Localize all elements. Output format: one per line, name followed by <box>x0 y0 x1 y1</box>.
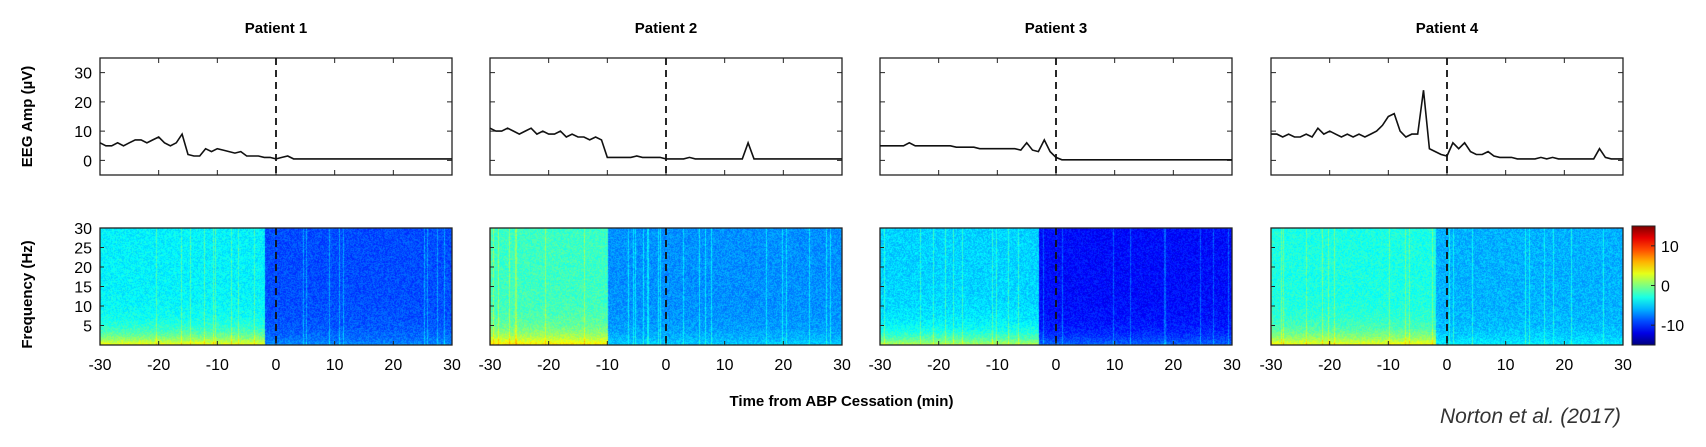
x-tick-label: -30 <box>1259 357 1282 374</box>
x-tick-label: -30 <box>478 357 501 374</box>
x-tick-label: -20 <box>1318 357 1341 374</box>
x-tick-label: -10 <box>986 357 1009 374</box>
x-tick-label: 30 <box>1614 357 1632 374</box>
x-tick-label: 0 <box>662 357 671 374</box>
x-tick-label: -20 <box>147 357 170 374</box>
x-tick-label: 20 <box>1164 357 1182 374</box>
y-tick-label: 10 <box>74 299 92 316</box>
panel-title: Patient 2 <box>635 20 698 37</box>
x-tick-label: 30 <box>1223 357 1241 374</box>
x-tick-label: -10 <box>1377 357 1400 374</box>
x-tick-label: 0 <box>1052 357 1061 374</box>
x-tick-label: -30 <box>868 357 891 374</box>
y-tick-label: 15 <box>74 280 92 297</box>
y-tick-label: 25 <box>74 241 92 258</box>
x-tick-label: -20 <box>927 357 950 374</box>
x-tick-label: 10 <box>1106 357 1124 374</box>
x-tick-label: 0 <box>272 357 281 374</box>
x-tick-label: 10 <box>326 357 344 374</box>
x-tick-label: 30 <box>833 357 851 374</box>
x-tick-label: -10 <box>206 357 229 374</box>
x-tick-label: 20 <box>774 357 792 374</box>
citation: Norton et al. (2017) <box>1440 405 1621 428</box>
x-tick-label: -30 <box>88 357 111 374</box>
panel-title: Patient 3 <box>1025 20 1088 37</box>
x-axis-label: Time from ABP Cessation (min) <box>730 393 954 410</box>
colorbar-tick-label: 10 <box>1661 239 1679 256</box>
colorbar-tick-label: 0 <box>1661 279 1670 296</box>
x-tick-label: 10 <box>1497 357 1515 374</box>
panel-title: Patient 1 <box>245 20 308 37</box>
x-tick-label: 20 <box>1555 357 1573 374</box>
y-tick-label: 0 <box>83 153 92 170</box>
y-tick-label: 20 <box>74 95 92 112</box>
x-tick-label: 0 <box>1443 357 1452 374</box>
x-tick-label: 20 <box>384 357 402 374</box>
y-axis-label-frequency: Frequency (Hz) <box>19 240 36 348</box>
y-tick-label: 10 <box>74 124 92 141</box>
y-tick-label: 30 <box>74 66 92 83</box>
y-tick-label: 20 <box>74 260 92 277</box>
panel-title: Patient 4 <box>1416 20 1479 37</box>
y-tick-label: 5 <box>83 319 92 336</box>
y-tick-label: 30 <box>74 221 92 238</box>
x-tick-label: -10 <box>596 357 619 374</box>
x-tick-label: 10 <box>716 357 734 374</box>
x-tick-label: 30 <box>443 357 461 374</box>
colorbar-tick-label: -10 <box>1661 318 1684 335</box>
x-tick-label: -20 <box>537 357 560 374</box>
y-axis-label-amplitude: EEG Amp (µV) <box>19 66 36 167</box>
